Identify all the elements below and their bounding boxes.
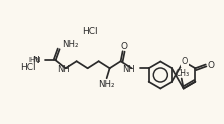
Text: CH₃: CH₃ <box>176 69 190 78</box>
Text: IHN: IHN <box>28 57 41 63</box>
Text: NH: NH <box>122 65 135 74</box>
Text: NH: NH <box>57 65 70 74</box>
Text: NH₂: NH₂ <box>98 80 115 89</box>
Text: N: N <box>32 56 39 65</box>
Text: O: O <box>181 57 188 66</box>
Text: O: O <box>207 61 214 70</box>
Text: HCl: HCl <box>20 63 36 73</box>
Text: NH₂: NH₂ <box>63 40 79 49</box>
Text: O: O <box>120 42 127 51</box>
Text: HCl: HCl <box>82 28 98 36</box>
